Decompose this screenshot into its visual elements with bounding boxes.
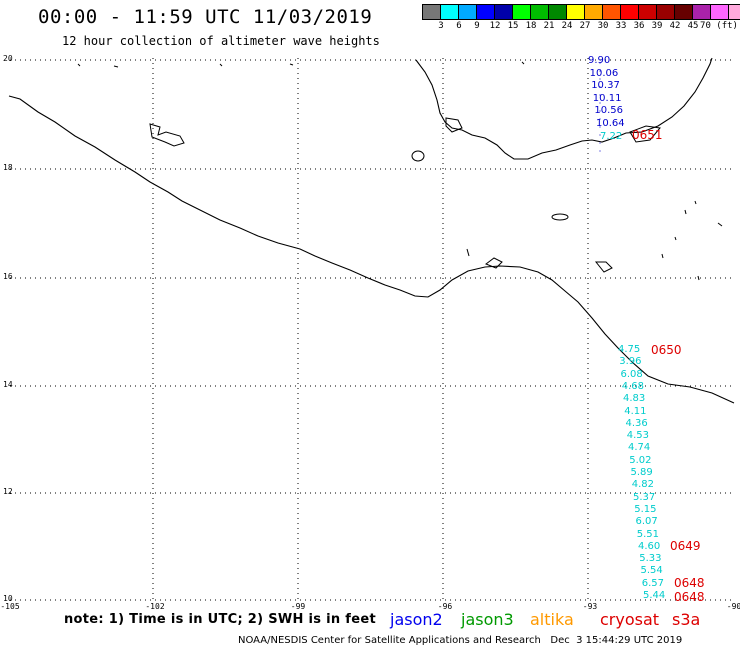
- colorbar-label: 45: [687, 21, 699, 31]
- wave-height-value: 7.22: [600, 131, 623, 142]
- pass-time-label: 0649: [670, 539, 701, 553]
- wave-height-value: 4.74: [628, 442, 651, 454]
- pacific-coastline: [8, 95, 735, 404]
- wave-height-value: 9.90: [588, 55, 611, 66]
- colorbar-swatch: [513, 5, 531, 19]
- wave-height-value: 4.11: [624, 405, 647, 417]
- colorbar-swatch: [711, 5, 729, 19]
- latitude-label: 18: [3, 163, 13, 172]
- longitude-label: -102: [145, 602, 165, 611]
- wave-height-value: 5.02: [629, 454, 652, 466]
- longitude-label: -105: [0, 602, 20, 611]
- wave-height-value: 5.89: [630, 467, 653, 478]
- map-subtitle: 12 hour collection of altimeter wave hei…: [62, 34, 380, 48]
- colorbar-swatch: [675, 5, 693, 19]
- colorbar-label: 39: [651, 21, 663, 31]
- wave-height-value: 10.06: [589, 67, 619, 79]
- pass-time-label: 0650: [651, 343, 682, 357]
- wave-height-value: 3.96: [619, 356, 642, 368]
- latitude-label: 16: [3, 272, 13, 281]
- pass-time-label: 0651: [632, 128, 663, 142]
- legend-altika: altika: [530, 610, 574, 629]
- wave-height-value: 4.36: [625, 417, 648, 429]
- legend-jason2: jason2: [390, 610, 443, 629]
- wave-height-value: 4.53: [626, 430, 650, 442]
- colorbar-label: 27: [579, 21, 591, 31]
- colorbar-label: 12: [489, 21, 501, 31]
- longitude-label: -99: [290, 602, 306, 611]
- units-note: note: 1) Time is in UTC; 2) SWH is in fe…: [64, 612, 376, 627]
- wave-height-colorbar: [422, 4, 740, 20]
- colorbar-label: 6: [456, 21, 462, 31]
- wave-height-value: 5.33: [639, 553, 662, 565]
- colorbar-swatch: [585, 5, 603, 19]
- gulf-coastline: [415, 57, 713, 160]
- map-title: 00:00 - 11:59 UTC 11/03/2019: [38, 6, 373, 28]
- wave-height-value: 5.37: [633, 491, 656, 503]
- wave-height-value: 4.75: [618, 344, 641, 355]
- wave-height-value: 4.83: [623, 393, 646, 405]
- colorbar-label: 33: [615, 21, 627, 31]
- colorbar-swatch: [657, 5, 675, 19]
- colorbar-swatch: [477, 5, 495, 19]
- colorbar-swatch: [621, 5, 639, 19]
- latitude-label: 20: [3, 54, 13, 63]
- wave-height-value: 4.82: [631, 479, 655, 491]
- colorbar-label: 21: [543, 21, 555, 31]
- wave-height-value: 10.37: [591, 80, 620, 91]
- colorbar-label: 18: [525, 21, 537, 31]
- colorbar-swatch: [567, 5, 585, 19]
- colorbar-swatch: [441, 5, 459, 19]
- islands: [77, 61, 723, 281]
- colorbar-swatch: [603, 5, 621, 19]
- legend-s3a: s3a: [672, 610, 701, 629]
- colorbar-label: 3: [438, 21, 444, 31]
- wave-height-value: 5.54: [640, 565, 663, 577]
- colorbar-label: 15: [507, 21, 519, 31]
- colorbar-label: 9: [474, 21, 480, 31]
- colorbar-swatch: [693, 5, 711, 19]
- colorbar-label: 30: [597, 21, 609, 31]
- colorbar-swatch: [531, 5, 549, 19]
- colorbar-label: 70 (ft): [700, 21, 738, 31]
- pass-time-label: 0648: [674, 590, 705, 604]
- graticule: [10, 58, 735, 601]
- legend-jason3: jason3: [461, 610, 514, 629]
- wave-height-value: 5.51: [636, 528, 660, 540]
- latitude-label: 12: [3, 487, 13, 496]
- wave-height-value: 10.11: [592, 92, 622, 104]
- latitude-label: 10: [3, 594, 13, 603]
- legend-cryosat: cryosat: [600, 610, 660, 629]
- wave-height-value: 4.60: [638, 540, 661, 552]
- pass-time-label: 0648: [674, 576, 705, 590]
- wave-height-value: 6.08: [620, 368, 643, 380]
- colorbar-swatch: [549, 5, 567, 19]
- colorbar-label: 36: [633, 21, 645, 31]
- longitude-label: -90: [726, 602, 740, 611]
- longitude-label: -93: [582, 602, 598, 611]
- wave-height-value: 5.44: [643, 590, 666, 601]
- wave-height-value: 6.57: [641, 577, 665, 589]
- wave-height-value: 4.68: [621, 380, 645, 392]
- colorbar-swatch: [639, 5, 657, 19]
- wave-height-value: 6.07: [635, 516, 658, 528]
- wave-height-value: 5.15: [634, 503, 657, 515]
- colorbar-swatch: [729, 5, 740, 19]
- longitude-label: -96: [437, 602, 453, 611]
- wave-height-value: 10.56: [594, 105, 624, 116]
- colorbar-swatch: [423, 5, 441, 19]
- wave-height-value: 10.64: [596, 117, 625, 129]
- colorbar-swatch: [495, 5, 513, 19]
- footer-credit: NOAA/NESDIS Center for Satellite Applica…: [238, 635, 683, 646]
- colorbar-label: 42: [669, 21, 681, 31]
- latitude-label: 14: [3, 380, 13, 389]
- colorbar-label: 24: [561, 21, 573, 31]
- colorbar-swatch: [459, 5, 477, 19]
